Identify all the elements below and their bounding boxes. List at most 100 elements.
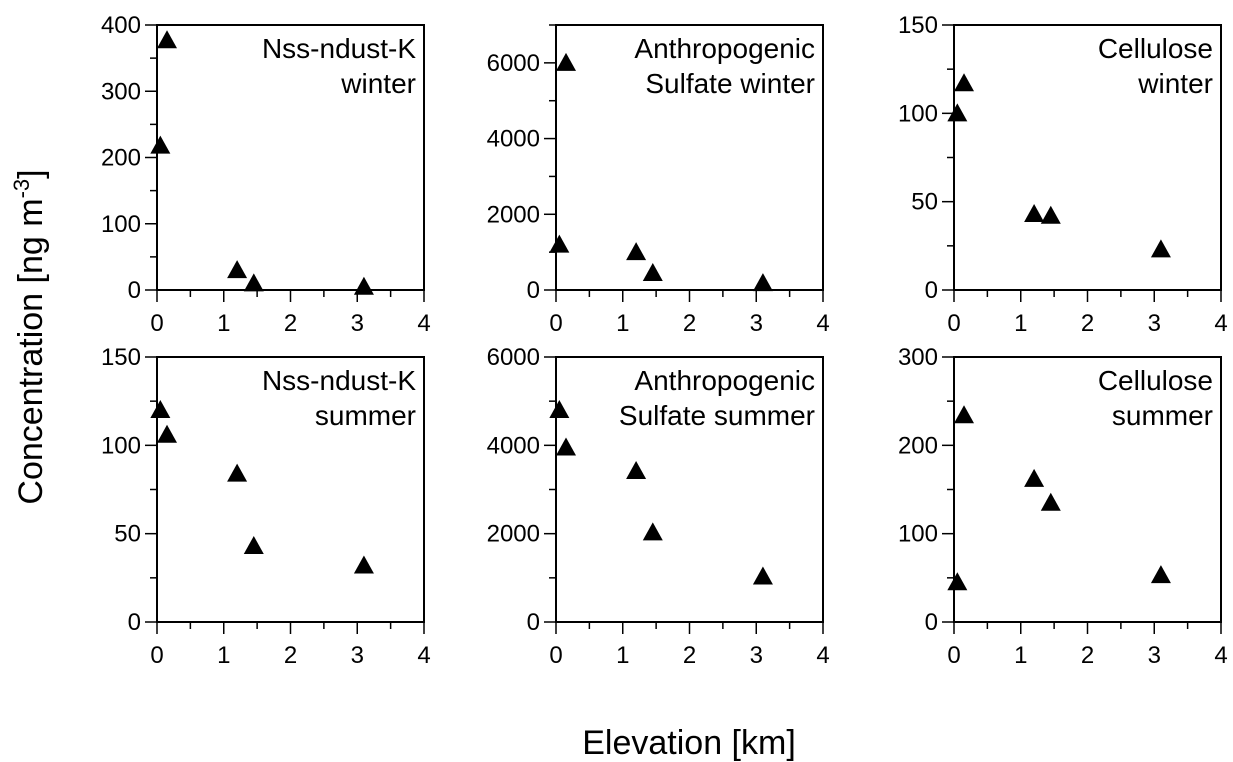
y-axis-title-sup: -3 [9,179,34,199]
x-tick-label: 0 [549,310,562,337]
data-point-triangle [353,555,374,574]
x-tick-label: 0 [947,642,960,669]
y-tick-label: 200 [898,432,938,459]
x-axis-title: Elevation [km] [582,724,796,762]
x-tick-label: 1 [1014,642,1027,669]
panel-label-line-1: Anthropogenic [634,33,815,64]
y-tick-label: 300 [898,344,938,371]
panel-label-line-1: Anthropogenic [634,365,815,396]
x-tick-label: 1 [616,310,629,337]
data-point-triangle [150,400,171,418]
x-tick-label: 0 [947,310,960,337]
chart-panel-6: 0 100 200 300 0 1 2 3 4 Cellulose summer [898,344,1228,669]
plot-frame [156,24,425,291]
y-tick-label: 100 [898,100,938,127]
y-tick-label: 300 [101,78,141,105]
x-tick-label: 3 [1148,310,1161,337]
chart-panel-3: 0 50 100 150 0 1 2 3 4 Cellulose winter [898,12,1228,337]
plot-frame [156,356,425,623]
y-tick-label: 0 [527,609,540,636]
panel-label-line-2: summer [315,400,416,431]
x-tick-label: 4 [1214,310,1227,337]
panel-label-line-1: Cellulose [1098,365,1213,396]
data-point-triangle [227,463,248,482]
y-axis-title-end: ] [12,169,50,178]
x-tick-label: 1 [1014,310,1027,337]
data-point-triangle [954,73,975,92]
y-tick-label: 100 [101,432,141,459]
panel-label-line-1: Nss-ndust-K [262,365,416,396]
chart-panel-5: 0 2000 4000 6000 0 1 2 3 4 Anthropogenic Sulfate s… [487,344,830,669]
data-point-triangle [1024,204,1045,223]
x-tick-label: 2 [284,642,297,669]
x-tick-label: 2 [284,310,297,337]
y-tick-label: 4000 [487,432,540,459]
y-tick-label: 6000 [487,50,540,77]
y-tick-label: 0 [527,277,540,304]
y-tick-label: 50 [911,189,938,216]
plot-frame [953,24,1222,291]
data-point-triangle [947,103,968,122]
x-tick-label: 4 [816,310,829,337]
plot-frame [555,356,824,623]
data-point-triangle [947,572,968,591]
data-point-triangle [1040,205,1061,224]
y-tick-label: 4000 [487,126,540,153]
x-tick-label: 1 [217,642,230,669]
data-point-triangle [556,437,577,456]
y-tick-label: 0 [925,277,938,304]
data-point-triangle [1150,565,1171,584]
x-tick-label: 4 [816,642,829,669]
x-tick-label: 1 [217,310,230,337]
y-axis-title: Concentration [ng m-3] [9,169,50,504]
data-point-triangle [1040,492,1061,511]
data-point-triangle [752,566,773,585]
y-tick-label: 100 [101,211,141,238]
y-tick-label: 150 [898,12,938,39]
panel-label-line-2: winter [340,68,416,99]
x-tick-label: 0 [150,310,163,337]
data-point-triangle [1024,468,1045,487]
data-point-triangle [1150,239,1171,258]
data-point-triangle [150,135,171,154]
x-tick-label: 4 [417,310,430,337]
x-tick-label: 2 [683,310,696,337]
x-tick-label: 0 [549,642,562,669]
y-tick-label: 0 [128,609,141,636]
data-point-triangle [642,522,663,541]
y-axis-title-main: Concentration [ng m [12,198,50,504]
x-tick-label: 3 [351,642,364,669]
data-point-triangle [157,424,178,443]
y-tick-label: 50 [114,521,141,548]
panel-label-line-2: Sulfate summer [619,400,815,431]
chart-panel-1: 0 100 200 300 400 0 1 2 3 4 Nss-ndust-K winter [101,12,431,337]
data-point-triangle [157,30,178,49]
x-tick-label: 3 [750,310,763,337]
plot-frame [555,24,824,291]
data-point-triangle [642,262,663,281]
panel-label-line-2: Sulfate winter [645,68,815,99]
y-tick-label: 2000 [487,201,540,228]
y-tick-label: 100 [898,521,938,548]
plot-frame [953,356,1222,623]
y-tick-label: 0 [128,277,141,304]
data-point-triangle [353,276,374,295]
data-point-triangle [556,52,577,71]
data-point-triangle [626,460,647,479]
panel-label-line-1: Nss-ndust-K [262,33,416,64]
x-tick-label: 2 [683,642,696,669]
x-tick-label: 3 [750,642,763,669]
y-tick-label: 400 [101,12,141,39]
panel-label-line-2: summer [1112,400,1213,431]
data-point-triangle [549,400,570,418]
data-point-triangle [626,242,647,261]
data-point-triangle [954,405,975,424]
y-tick-label: 200 [101,145,141,172]
data-point-triangle [752,273,773,292]
x-tick-label: 2 [1081,310,1094,337]
x-tick-label: 3 [351,310,364,337]
data-point-triangle [243,273,264,292]
data-point-triangle [243,536,264,555]
